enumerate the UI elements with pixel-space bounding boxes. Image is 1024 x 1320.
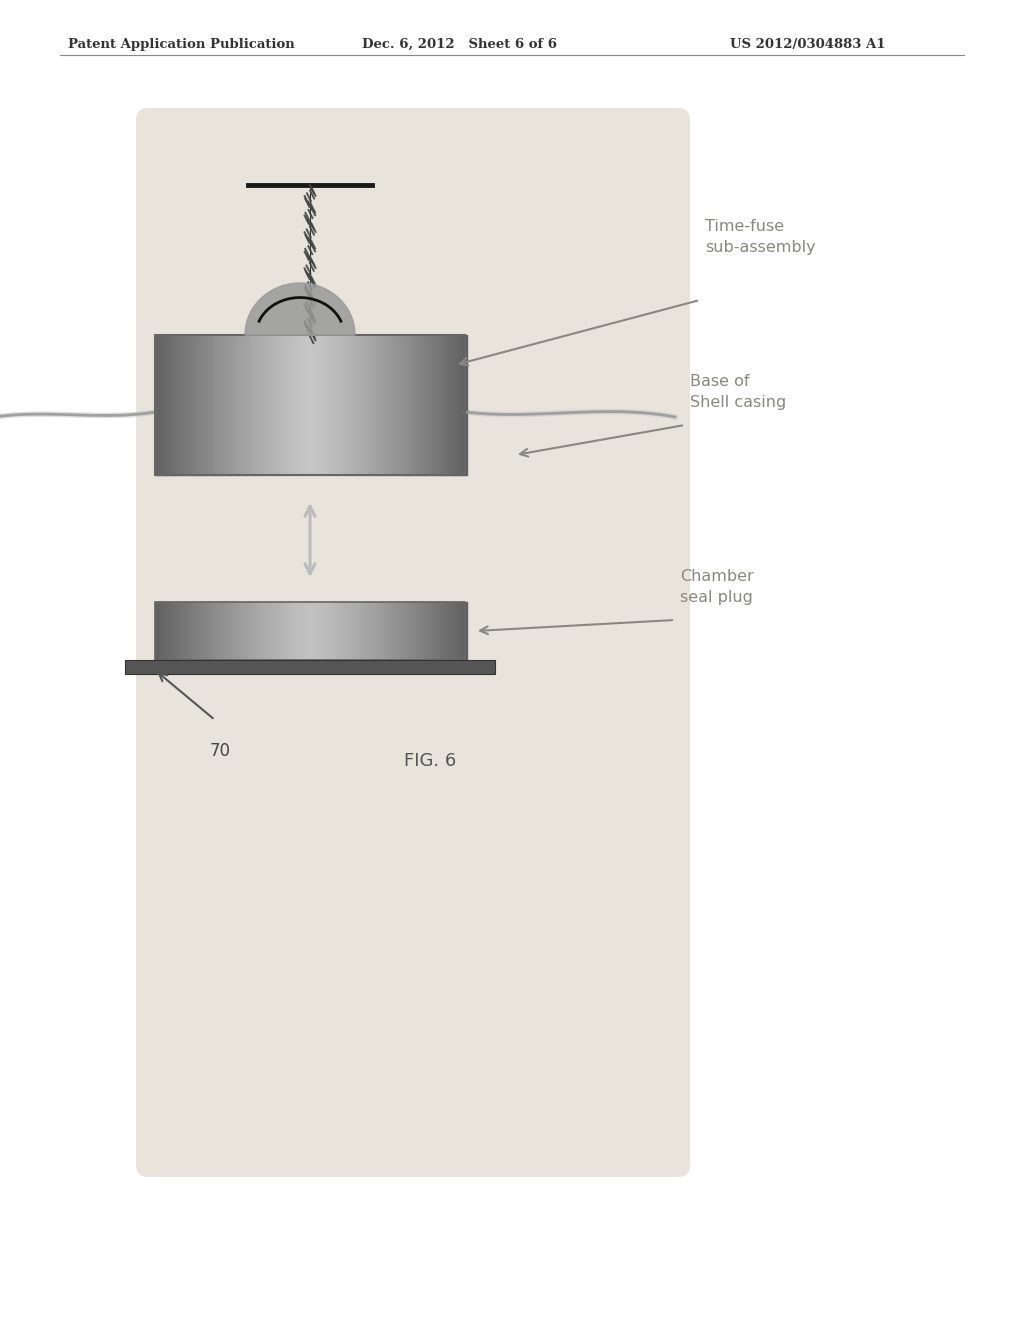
Text: Patent Application Publication: Patent Application Publication	[68, 38, 295, 51]
Text: US 2012/0304883 A1: US 2012/0304883 A1	[730, 38, 886, 51]
Text: Base of
Shell casing: Base of Shell casing	[690, 374, 786, 411]
Text: FIG. 6: FIG. 6	[403, 752, 456, 770]
Text: Chamber
seal plug: Chamber seal plug	[680, 569, 754, 605]
Bar	[125, 660, 495, 675]
Text: 70: 70	[210, 742, 231, 760]
Text: Time-fuse
sub-assembly: Time-fuse sub-assembly	[705, 219, 816, 255]
Text: Dec. 6, 2012   Sheet 6 of 6: Dec. 6, 2012 Sheet 6 of 6	[362, 38, 557, 51]
FancyBboxPatch shape	[136, 108, 690, 1177]
Polygon shape	[245, 282, 355, 335]
